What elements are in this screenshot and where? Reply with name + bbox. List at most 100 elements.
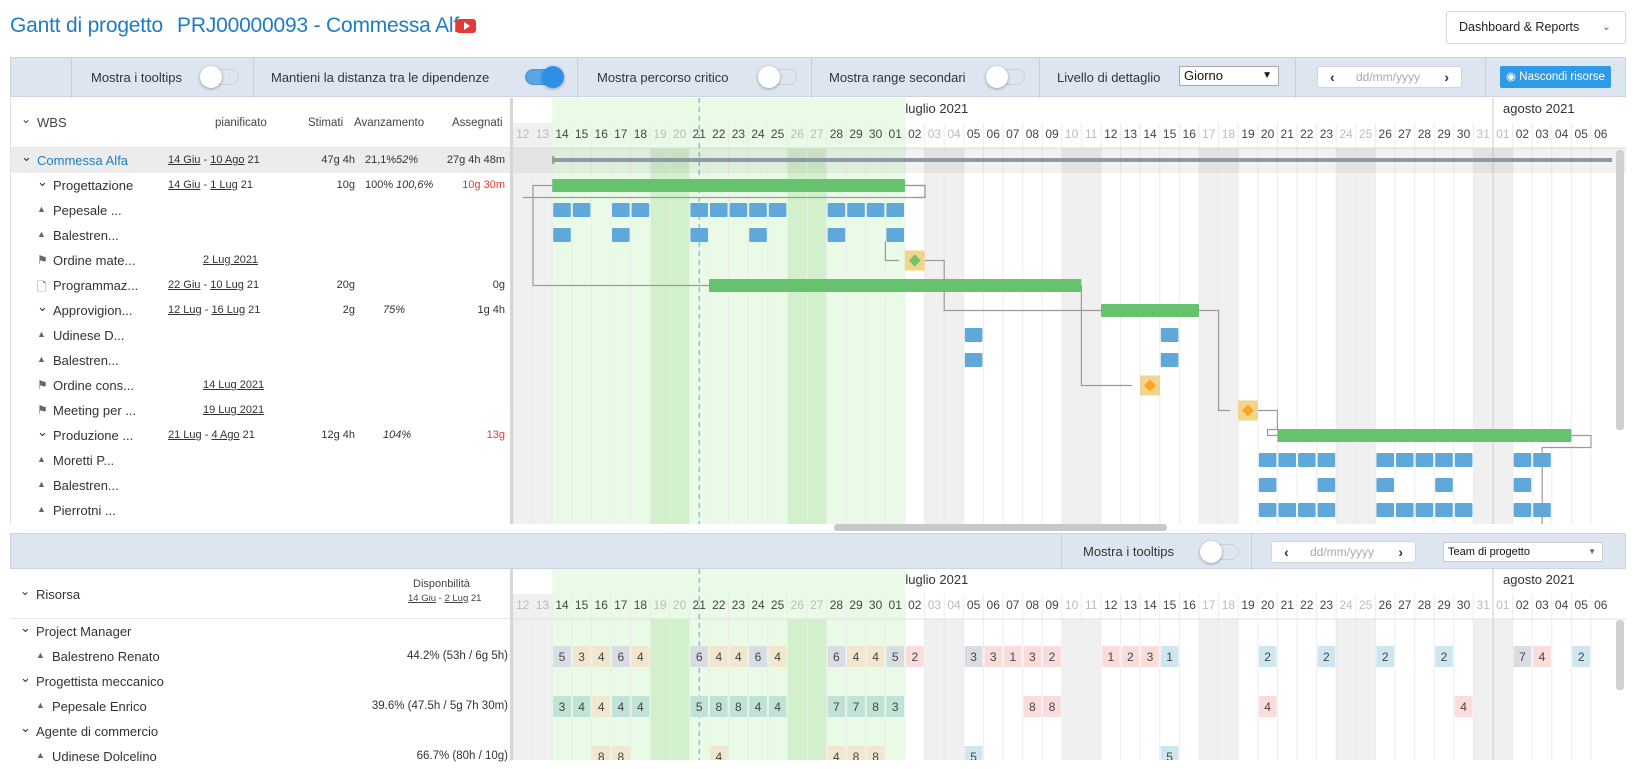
wbs-row[interactable]: ⌄ Commessa Alfa 14 Giu - 10 Ago 21 47g 4h 21… (11, 148, 511, 173)
resource-row[interactable]: ▲ Balestreno Renato 44.2% (53h / 6g 5h) (10, 644, 510, 669)
hide-resources-button[interactable]: ◉ Nascondi risorse (1500, 66, 1611, 88)
wbs-row[interactable]: ⚑ Ordine cons... 14 Lug 2021 (11, 373, 511, 398)
wbs-row-dates[interactable]: 12 Lug - 16 Lug 21 (168, 304, 261, 316)
end-date[interactable]: 1 Lug (210, 179, 238, 191)
chevron-down-icon[interactable]: ⌄ (21, 149, 32, 164)
wbs-row[interactable]: ⚑ Meeting per ... 19 Lug 2021 (11, 398, 511, 423)
day-label: 21 (1281, 598, 1295, 612)
detail-level-select[interactable]: Giorno ▼ (1179, 66, 1279, 86)
dashboard-reports-button[interactable]: Dashboard & Reports ⌄ (1446, 11, 1626, 44)
end-date[interactable]: 16 Lug (211, 304, 246, 316)
day-label: 01 (889, 598, 903, 612)
secondary-range-toggle[interactable] (986, 66, 1025, 88)
chevron-right-icon[interactable]: › (1398, 544, 1403, 560)
day-label: 20 (673, 127, 687, 141)
start-date[interactable]: 14 Giu (168, 179, 201, 191)
resource-row[interactable]: ▲ Pepesale Enrico 39.6% (47.5h / 5g 7h 30m… (10, 694, 510, 719)
wbs-row-date[interactable]: 2 Lug 2021 (203, 254, 259, 266)
chevron-down-icon[interactable]: ⌄ (37, 174, 48, 189)
resource-date-navigator[interactable]: ‹ dd/mm/yyyy › (1271, 541, 1416, 563)
wbs-row[interactable]: ⚑ Ordine mate... 2 Lug 2021 (11, 248, 511, 273)
wbs-row[interactable]: ▲ Balestren... (11, 223, 511, 248)
chevron-left-icon[interactable]: ‹ (1284, 544, 1289, 560)
resource-row[interactable]: ▲ Udinese Dolcelino 66.7% (80h / 10g) (10, 744, 510, 769)
availability-column-header[interactable]: Disponbilità (413, 578, 470, 590)
day-label: 17 (1202, 127, 1216, 141)
wbs-row-label: Meeting per ... (53, 403, 137, 418)
chevron-down-icon[interactable]: ⌄ (37, 299, 48, 314)
vertical-scrollbar[interactable] (1616, 150, 1624, 430)
chevron-down-icon[interactable]: ⌄ (21, 112, 32, 126)
wbs-row-dates[interactable]: 14 Giu - 1 Lug 21 (168, 179, 254, 191)
wbs-row[interactable]: ⌄ Approvigion... 12 Lug - 16 Lug 21 2g 75% 1g… (11, 298, 511, 323)
estimated-column-header[interactable]: Stimati (308, 117, 344, 129)
wbs-column-header[interactable]: WBS (37, 115, 67, 130)
wbs-row[interactable]: ▲ Udinese D... (11, 323, 511, 348)
end-date[interactable]: 4 Ago (211, 429, 240, 441)
toggle-knob (1200, 541, 1222, 563)
chevron-down-icon: ▼ (1262, 70, 1272, 81)
wbs-row[interactable]: ▲ Pepesale ... (11, 198, 511, 223)
distance-toggle[interactable] (525, 66, 564, 88)
team-select[interactable]: Team di progetto ▼ (1443, 542, 1603, 562)
wbs-row-label: Commessa Alfa (37, 153, 129, 168)
workload-cell (1376, 646, 1394, 667)
critical-path-toggle[interactable] (758, 66, 797, 88)
assigned-column-header[interactable]: Assegnati (452, 117, 503, 129)
end-date[interactable]: 10 Lug (210, 279, 244, 291)
weekend-column (532, 123, 553, 524)
chevron-down-icon[interactable]: ⌄ (37, 424, 48, 439)
day-label: 05 (967, 127, 981, 141)
chevron-down-icon[interactable]: ⌄ (20, 720, 31, 735)
date-navigator[interactable]: ‹ dd/mm/yyyy › (1317, 66, 1462, 88)
start-date[interactable]: 12 Lug (168, 304, 202, 316)
weekend-column (1336, 619, 1356, 760)
youtube-icon[interactable] (456, 19, 476, 33)
wbs-row-date[interactable]: 14 Lug 2021 (203, 379, 265, 391)
start-date[interactable]: 14 Giu (168, 154, 201, 166)
wbs-row[interactable]: ⌄ Progettazione 14 Giu - 1 Lug 21 10g 100% 10… (11, 173, 511, 198)
workload-cell (1258, 646, 1277, 667)
wbs-row-dates[interactable]: 22 Giu - 10 Lug 21 (168, 279, 260, 291)
workload-cell (1435, 646, 1453, 667)
end-date[interactable]: 10 Ago (210, 154, 245, 166)
start-date[interactable]: 21 Lug (168, 429, 202, 441)
start-date[interactable]: 22 Giu (168, 279, 201, 291)
day-label: 12 (516, 127, 530, 141)
resource-availability: 39.6% (47.5h / 5g 7h 30m) (371, 700, 508, 712)
resource-tooltips-toggle[interactable] (1200, 541, 1239, 563)
tooltips-toggle[interactable] (200, 66, 239, 88)
person-icon: ▲ (36, 750, 45, 760)
assignment-block (729, 203, 748, 217)
horizontal-scrollbar[interactable] (834, 524, 1167, 531)
resource-group[interactable]: ⌄ Project Manager (10, 619, 510, 644)
chevron-right-icon[interactable]: › (1444, 69, 1449, 85)
date-input[interactable]: dd/mm/yyyy (1356, 70, 1421, 84)
pane-splitter[interactable] (510, 98, 513, 524)
resource-group[interactable]: ⌄ Progettista meccanico (10, 669, 510, 694)
day-label: 05 (1575, 598, 1589, 612)
weekend-column (669, 148, 690, 524)
wbs-row[interactable]: 🗋 Programmaz... 22 Giu - 10 Lug 21 20g 0g (11, 273, 511, 298)
wbs-row-dates[interactable]: 14 Giu - 10 Ago 21 (168, 154, 260, 166)
vertical-scrollbar[interactable] (1616, 620, 1624, 690)
wbs-row[interactable]: ▲ Balestren... (11, 348, 511, 373)
wbs-row-date[interactable]: 19 Lug 2021 (203, 404, 265, 416)
wbs-row[interactable]: ▲ Pierrotni ... (11, 498, 511, 523)
wbs-row[interactable]: ▲ Moretti P... (11, 448, 511, 473)
chevron-down-icon[interactable]: ⌄ (20, 670, 31, 685)
wbs-row-dates[interactable]: 21 Lug - 4 Ago 21 (168, 429, 255, 441)
weekend-column (924, 148, 945, 524)
planned-column-header[interactable]: pianificato (215, 117, 267, 129)
chevron-left-icon[interactable]: ‹ (1330, 69, 1335, 85)
pane-splitter[interactable] (510, 569, 513, 760)
wbs-row[interactable]: ⌄ Produzione ... 21 Lug - 4 Ago 21 12g 4h 10… (11, 423, 511, 448)
resource-group[interactable]: ⌄ Agente di commercio (10, 719, 510, 744)
chevron-down-icon[interactable]: ⌄ (20, 584, 31, 598)
workload-cell (1160, 646, 1179, 667)
wbs-row[interactable]: ▲ Balestren... (11, 473, 511, 498)
resource-date-input[interactable]: dd/mm/yyyy (1310, 545, 1375, 559)
chevron-down-icon[interactable]: ⌄ (20, 620, 31, 635)
progress-column-header[interactable]: Avanzamento (354, 117, 425, 129)
resource-column-header[interactable]: Risorsa (36, 587, 81, 602)
